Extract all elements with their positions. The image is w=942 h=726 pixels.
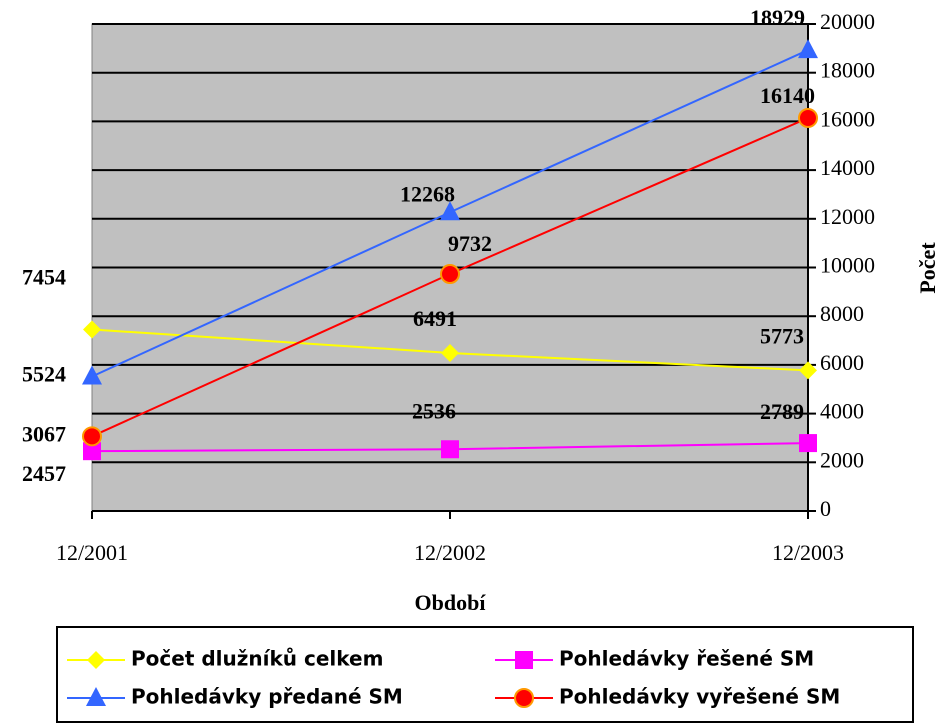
data-label: 2536 [412,398,456,423]
y-tick-label: 14000 [820,155,875,180]
y-tick-label: 18000 [820,58,875,83]
marker [441,343,459,362]
marker [514,688,534,708]
data-label: 16140 [760,83,815,108]
y-tick-label: 8000 [820,301,864,326]
marker [82,426,102,447]
marker [440,264,460,285]
y-tick-label: 4000 [820,399,864,424]
data-label: 6491 [413,306,457,331]
data-label: 3067 [22,421,66,446]
data-label: 2789 [760,399,804,424]
y-tick-label: 16000 [820,106,875,131]
data-label: 7454 [22,265,66,290]
y-tick-label: 2000 [820,447,864,472]
y-tick-label: 0 [820,496,831,521]
marker [87,651,105,669]
legend-label: Pohledávky řešené SM [559,647,814,671]
data-label: 9732 [448,231,492,256]
data-label: 5773 [760,323,804,348]
marker [86,687,106,706]
data-label: 5524 [22,362,66,387]
data-label: 2457 [22,461,66,486]
marker [799,361,817,380]
y-tick-label: 12000 [820,204,875,229]
legend-label: Počet dlužníků celkem [131,647,383,671]
y-tick-label: 6000 [820,350,864,375]
x-axis-title: Období [415,590,487,615]
marker [798,39,818,59]
y-axis-title: Počet [915,242,940,294]
legend-label: Pohledávky vyřešené SM [559,685,840,709]
marker [799,434,817,453]
marker [441,440,459,459]
marker [440,201,460,221]
x-tick-label: 12/2002 [414,540,486,565]
legend-label: Pohledávky předané SM [131,685,403,709]
marker [82,365,102,385]
data-label: 12268 [400,181,455,206]
data-label: 18929 [750,5,805,30]
marker [83,320,101,339]
x-tick-label: 12/2003 [772,540,844,565]
y-tick-label: 10000 [820,253,875,278]
marker [515,651,533,669]
marker [83,442,101,461]
y-tick-label: 20000 [820,9,875,34]
marker [798,107,818,128]
legend-box [56,626,914,723]
x-tick-label: 12/2001 [56,540,128,565]
